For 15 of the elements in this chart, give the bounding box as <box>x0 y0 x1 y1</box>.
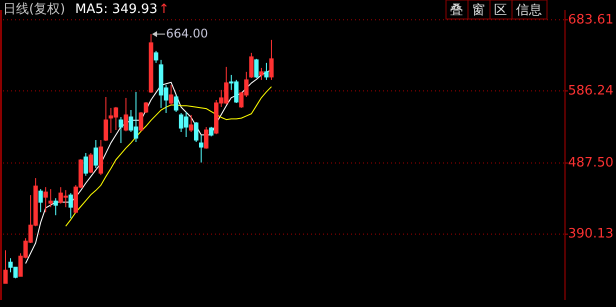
annotation: ↑ <box>158 2 170 17</box>
annotation: 区 <box>494 3 507 18</box>
y-tick-label: 683.61 <box>568 12 614 28</box>
line-series <box>65 86 272 227</box>
candlestick <box>199 134 204 164</box>
annotation: 叠 <box>450 3 463 18</box>
y-tick-label: 586.24 <box>568 83 614 98</box>
annotation: 信息 <box>516 3 542 18</box>
chart-title: 日线(复权) <box>3 2 66 17</box>
annotation: 664.00 <box>166 26 208 40</box>
candlestick <box>43 186 48 213</box>
text: MA5: 349.93 <box>75 2 158 17</box>
annotation: 窗 <box>472 2 485 18</box>
y-tick-label: 487.50 <box>568 156 614 171</box>
y-tick-label: 390.13 <box>568 226 614 242</box>
